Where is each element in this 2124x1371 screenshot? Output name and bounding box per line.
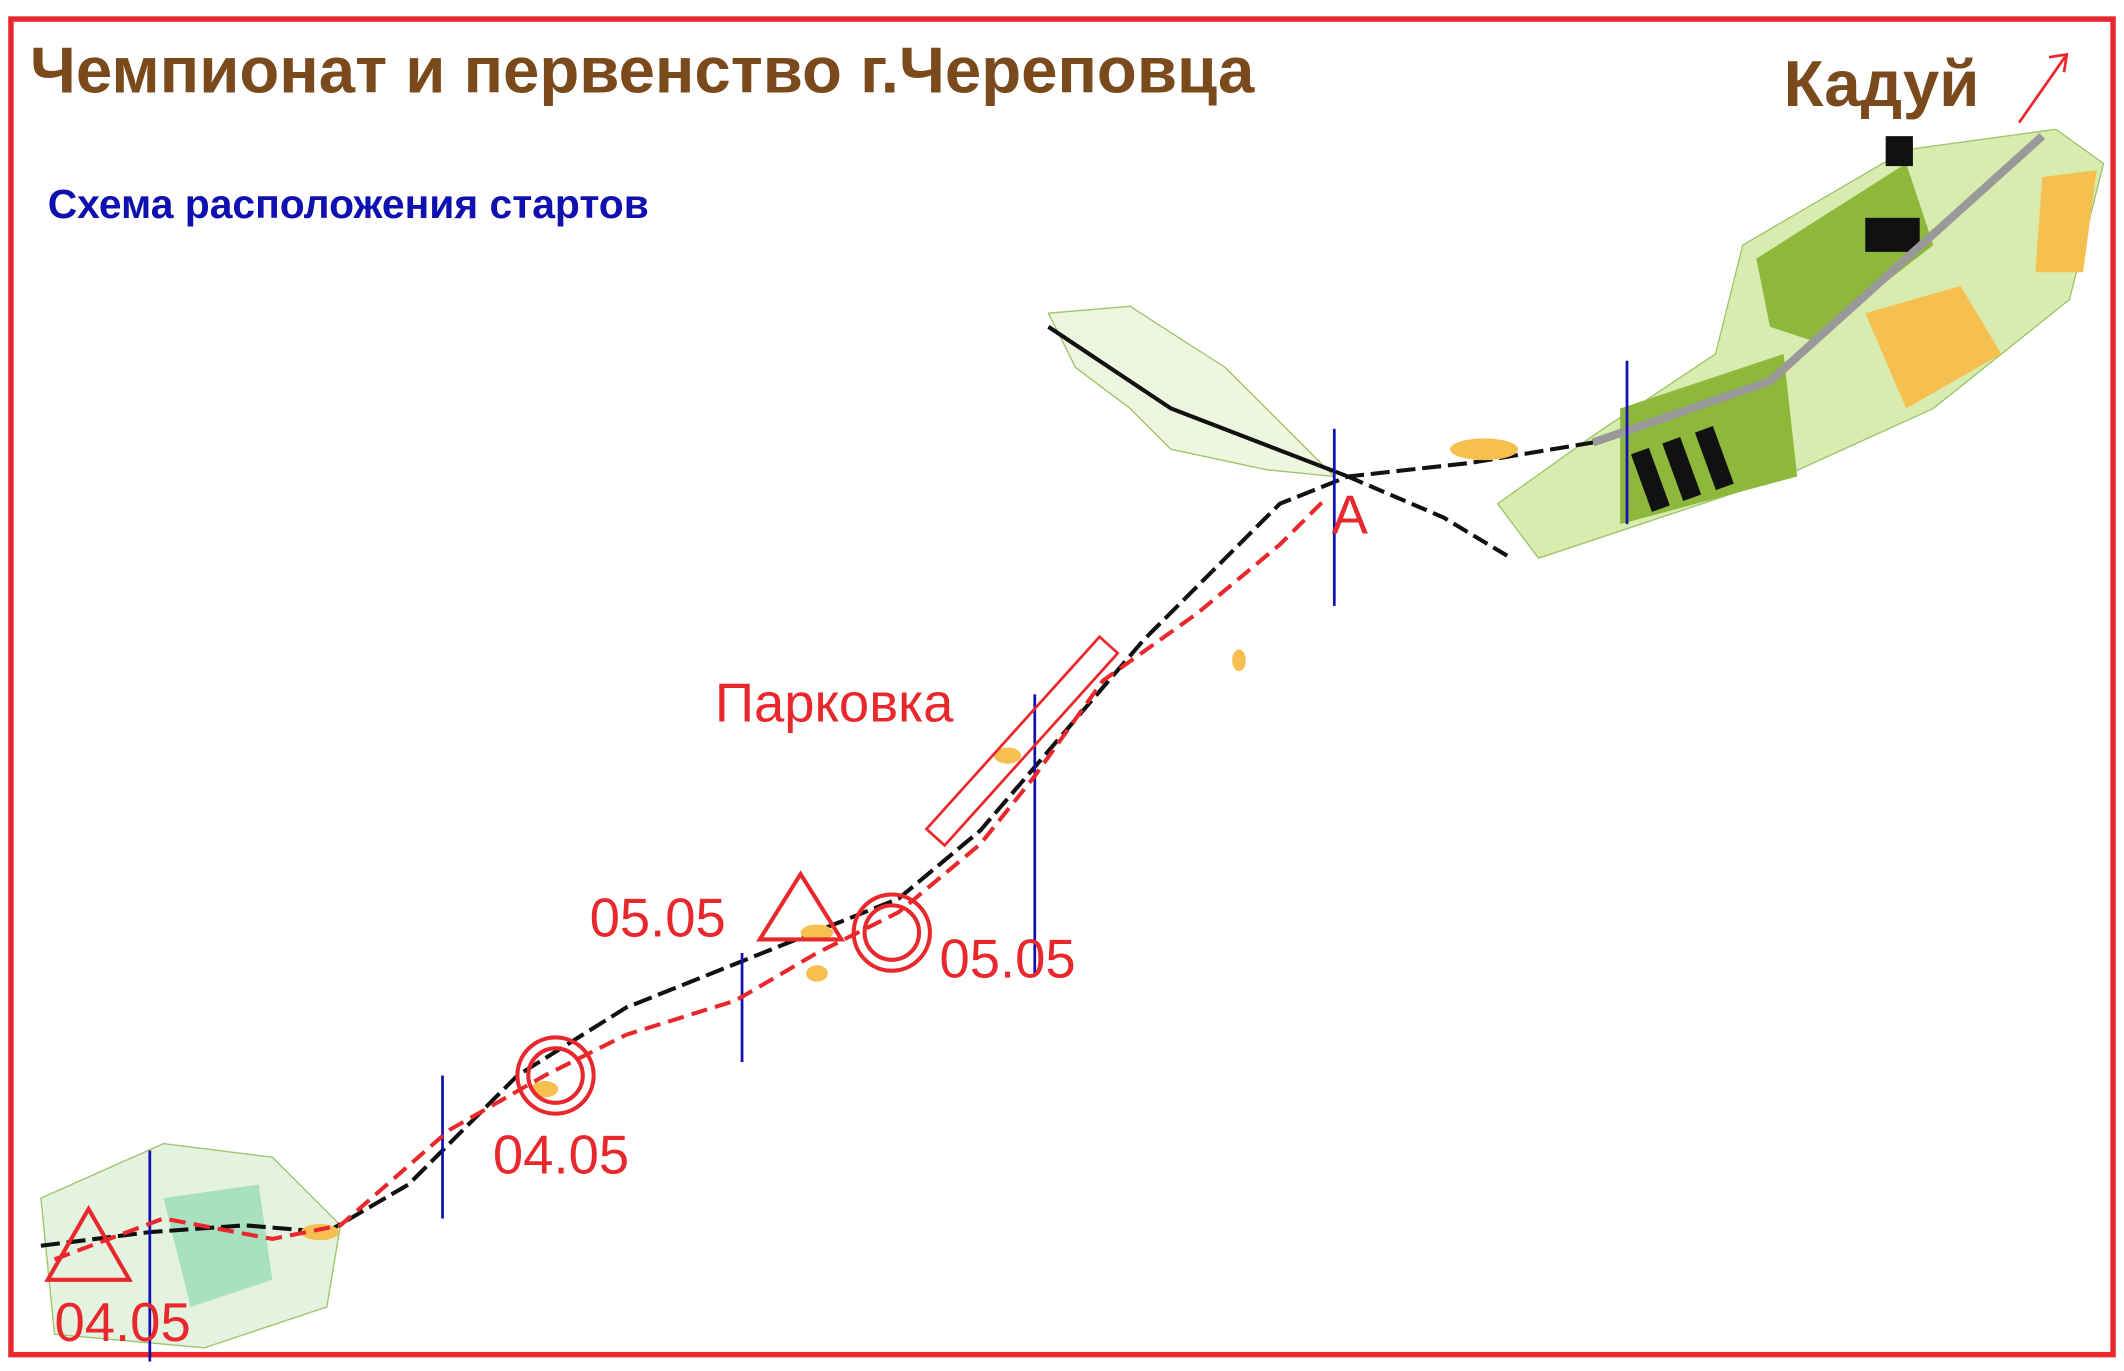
blue-lines	[148, 360, 1629, 1362]
parking-label: Парковка	[715, 673, 954, 734]
start-label: 04.05	[493, 1125, 629, 1186]
start-marks	[44, 52, 2069, 1282]
direction: Кадуй	[1784, 47, 1980, 120]
route	[53, 495, 1329, 1262]
start-label: 05.05	[590, 888, 726, 949]
finish-label: A	[1332, 485, 1369, 546]
start-label: 05.05	[939, 929, 1075, 990]
subtitle: Схема расположения стартов	[48, 181, 649, 227]
start-label: 04.05	[55, 1292, 191, 1353]
terrain	[40, 128, 2105, 1349]
title: Чемпионат и первенство г.Череповца	[30, 34, 1255, 107]
